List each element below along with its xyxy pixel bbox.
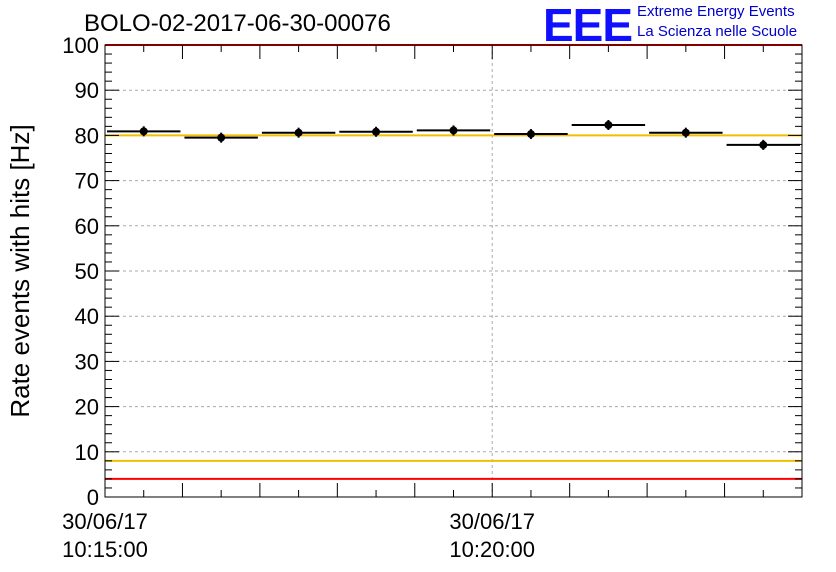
x-tick-label-date: 30/06/17 (449, 509, 535, 534)
data-point (759, 140, 768, 149)
data-point (139, 127, 148, 136)
y-tick-label: 80 (75, 123, 99, 148)
y-tick-label: 100 (62, 33, 99, 58)
x-tick-label-date: 30/06/17 (62, 509, 148, 534)
logo-line-1: Extreme Energy Events (637, 3, 795, 20)
y-tick-label: 0 (87, 485, 99, 510)
data-point (526, 130, 535, 139)
eee-logo: EEE (543, 0, 633, 51)
data-point (372, 127, 381, 136)
y-tick-label: 50 (75, 259, 99, 284)
x-tick-label-time: 10:20:00 (449, 537, 535, 562)
data-point (217, 133, 226, 142)
y-axis-label: Rate events with hits [Hz] (5, 124, 35, 417)
x-tick-label-time: 10:15:00 (62, 537, 148, 562)
chart-title: BOLO-02-2017-06-30-00076 (84, 10, 391, 37)
logo-line-2: La Scienza nelle Scuole (637, 23, 798, 40)
y-tick-label: 20 (75, 395, 99, 420)
y-tick-label: 40 (75, 304, 99, 329)
data-point (604, 121, 613, 130)
data-point (449, 126, 458, 135)
data-point (294, 128, 303, 137)
y-tick-label: 30 (75, 349, 99, 374)
y-tick-label: 60 (75, 214, 99, 239)
y-tick-label: 90 (75, 78, 99, 103)
data-point (681, 128, 690, 137)
y-tick-label: 10 (75, 440, 99, 465)
y-tick-label: 70 (75, 169, 99, 194)
